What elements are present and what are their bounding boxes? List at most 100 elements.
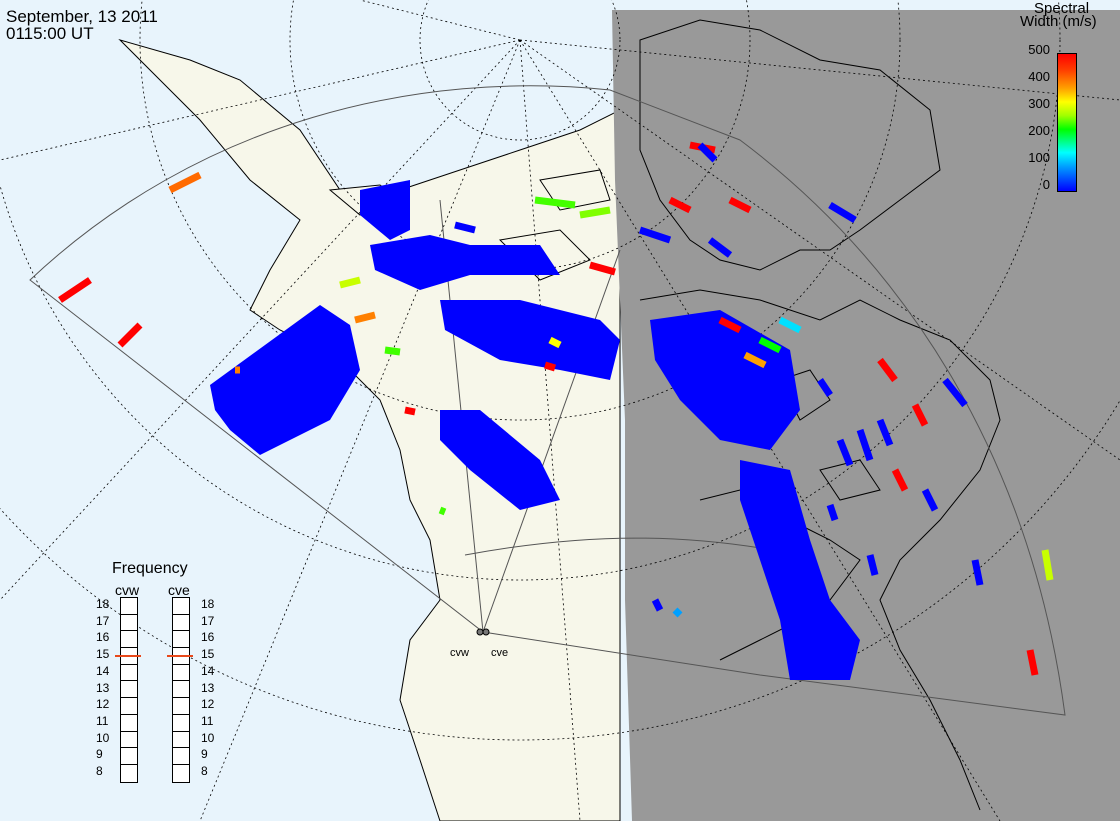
freq-level-label: 17 xyxy=(96,613,110,628)
echo-segment xyxy=(778,316,802,334)
echo-patch xyxy=(740,460,860,680)
echo-segment xyxy=(384,346,401,356)
echo-segment xyxy=(921,488,939,512)
echo-segment xyxy=(404,406,416,416)
echo-segment xyxy=(548,336,562,349)
freq-cell xyxy=(121,732,137,749)
echo-segment xyxy=(866,554,879,576)
freq-cell xyxy=(121,615,137,632)
freq-level-label: 14 xyxy=(201,663,215,678)
frequency-title: Frequency xyxy=(112,560,188,577)
echo-segment xyxy=(1026,649,1039,676)
cve-site-icon xyxy=(482,628,490,636)
colorbar-tick-400: 400 xyxy=(1028,69,1050,84)
echo-segment xyxy=(168,171,202,194)
freq-level-label: 15 xyxy=(96,647,110,662)
echo-segment xyxy=(877,357,898,383)
freq-cell xyxy=(173,748,189,765)
echo-segment xyxy=(942,377,968,408)
radar-echoes xyxy=(58,141,1054,680)
echo-patch xyxy=(440,410,560,510)
echo-segment xyxy=(828,201,857,224)
echo-segment xyxy=(651,598,664,612)
freq-cell xyxy=(121,631,137,649)
echo-segment xyxy=(543,361,557,372)
echo-segment xyxy=(697,142,718,163)
freq-cell xyxy=(173,698,189,715)
frequency-marker xyxy=(167,655,193,658)
echo-segment xyxy=(758,336,782,354)
freq-cell xyxy=(121,748,137,765)
cvw-frequency-scale xyxy=(120,597,138,783)
echo-patch xyxy=(440,300,620,380)
echo-segment xyxy=(817,378,833,397)
echo-segment xyxy=(743,351,767,369)
echo-patch xyxy=(360,180,410,240)
echo-segment xyxy=(339,276,361,289)
freq-level-label: 16 xyxy=(96,630,110,645)
freq-level-label: 10 xyxy=(201,730,215,745)
spectral-width-colorbar xyxy=(1057,53,1077,192)
echo-segment xyxy=(534,196,576,209)
colorbar-tick-500: 500 xyxy=(1028,42,1050,57)
freq-level-label: 13 xyxy=(201,680,215,695)
freq-level-label: 8 xyxy=(201,764,208,778)
colorbar-tick-100: 100 xyxy=(1028,150,1050,165)
freq-cell xyxy=(173,732,189,749)
date-label: September, 13 2011 xyxy=(6,7,158,26)
site-label-cve: cve xyxy=(491,647,509,659)
echo-segment xyxy=(1041,549,1054,581)
colorbar-tick-0: 0 xyxy=(1042,177,1050,192)
freq-cell xyxy=(121,598,137,615)
freq-cell xyxy=(173,615,189,632)
echo-segment xyxy=(718,316,742,334)
freq-level-label: 11 xyxy=(201,713,214,728)
echo-segment xyxy=(58,277,92,303)
freq-cell xyxy=(121,715,137,732)
cvw-site-icon xyxy=(476,628,484,636)
echo-segment xyxy=(876,418,894,447)
freq-cell xyxy=(121,681,137,699)
freq-cell xyxy=(173,681,189,699)
freq-level-label: 18 xyxy=(201,597,215,611)
echo-segment xyxy=(638,226,672,244)
freq-level-label: 17 xyxy=(201,613,215,628)
echo-segment xyxy=(836,438,854,467)
freq-cell xyxy=(173,715,189,732)
echo-segment xyxy=(911,403,929,427)
echo-segment xyxy=(728,196,752,214)
cve-frequency-scale xyxy=(172,597,190,783)
freq-cell xyxy=(121,665,137,682)
echo-segment xyxy=(856,428,874,462)
freq-level-label: 15 xyxy=(201,647,215,662)
echo-segment xyxy=(672,607,683,618)
echo-segment xyxy=(891,468,909,492)
echo-segment xyxy=(668,196,692,214)
freq-cell xyxy=(121,648,137,665)
freq-cell xyxy=(173,631,189,649)
time-label: 0115:00 UT xyxy=(6,24,94,43)
night-region xyxy=(612,10,1120,821)
freq-level-label: 10 xyxy=(96,730,110,745)
freq-cell xyxy=(173,765,189,782)
freq-level-label: 14 xyxy=(96,663,110,678)
freq-cell xyxy=(173,665,189,682)
site-label-cvw: cvw xyxy=(450,647,469,659)
colorbar-title-line2: Width (m/s) xyxy=(1020,13,1097,30)
freq-cell xyxy=(121,698,137,715)
freq-level-label: 11 xyxy=(96,713,109,728)
freq-level-label: 9 xyxy=(201,747,208,762)
freq-cell xyxy=(121,765,137,782)
colorbar-title-line1: Spectral xyxy=(1034,0,1090,17)
echo-segment xyxy=(826,503,839,522)
echo-segment xyxy=(354,311,376,324)
freq-level-label: 12 xyxy=(96,697,110,712)
colorbar-tick-200: 200 xyxy=(1028,123,1050,138)
echo-segment xyxy=(589,261,616,276)
frequency-marker xyxy=(115,655,141,658)
echo-segment xyxy=(454,221,476,234)
freq-cell xyxy=(173,648,189,665)
echo-patch xyxy=(370,235,560,290)
freq-level-label: 16 xyxy=(201,630,215,645)
